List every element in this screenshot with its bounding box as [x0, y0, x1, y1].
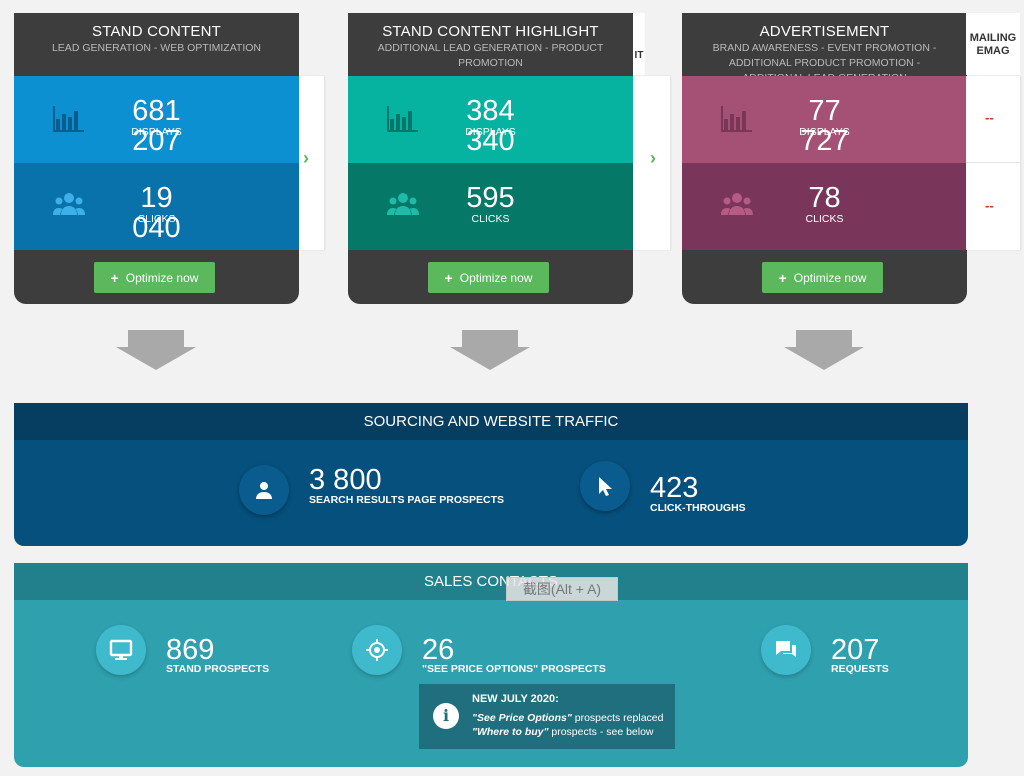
mailing-subtitle: EMAG: [976, 45, 1010, 57]
card-stand-content: STAND CONTENT LEAD GENERATION - WEB OPTI…: [14, 13, 299, 304]
stat-value: 207: [831, 634, 880, 666]
displays-label: DISPLAYS: [465, 126, 516, 138]
displays-value: 384 340: [466, 95, 515, 157]
card-footer: + Optimize now: [348, 250, 633, 304]
arrow-down-icon: [450, 330, 530, 370]
users-icon: [387, 193, 419, 215]
optimize-now-button[interactable]: + Optimize now: [428, 262, 549, 293]
bar-chart-icon: [53, 106, 84, 132]
clicks-label: CLICKS: [471, 213, 510, 225]
arrow-down-icon: [784, 330, 864, 370]
displays-metric: 681 207 DISPLAYS: [14, 76, 299, 163]
card-footer: + Optimize now: [682, 250, 967, 304]
displays-metric: 384 340 DISPLAYS: [348, 76, 633, 163]
stat-value: 423: [650, 472, 699, 504]
card-title: STAND CONTENT: [92, 23, 221, 40]
card-header: ADVERTISEMENT BRAND AWARENESS - EVENT PR…: [682, 13, 967, 84]
clicks-metric: 19 040 CLICKS: [14, 163, 299, 250]
mailing-title: MAILING: [969, 32, 1017, 44]
clicks-value: 595: [466, 182, 515, 214]
arrow-down-icon: [116, 330, 196, 370]
clicks-label: CLICKS: [805, 213, 844, 225]
monitor-icon: [96, 625, 146, 675]
sales-section: SALES CONTACTS 869 STAND PROSPECTS 26 "S…: [14, 563, 968, 767]
card-advertisement: ADVERTISEMENT BRAND AWARENESS - EVENT PR…: [682, 13, 967, 304]
displays-value: 77 727: [800, 95, 849, 157]
optimize-now-button[interactable]: + Optimize now: [762, 262, 883, 293]
person-icon: [239, 465, 289, 515]
plus-icon: +: [444, 269, 453, 286]
users-icon: [53, 193, 85, 215]
section-title: SALES CONTACTS: [14, 563, 968, 600]
mailing-divider: [966, 162, 1020, 163]
stat-label: "SEE PRICE OPTIONS" PROSPECTS: [422, 663, 606, 675]
bar-chart-icon: [387, 106, 418, 132]
notice-text: prospects - see below: [548, 726, 654, 738]
optimize-now-button[interactable]: + Optimize now: [94, 262, 215, 293]
notice-emphasis: "See Price Options": [472, 712, 572, 724]
card-subtitle: ADDITIONAL LEAD GENERATION - PRODUCT PRO…: [377, 42, 604, 69]
notice-title: NEW JULY 2020:: [472, 693, 559, 705]
card-header: STAND CONTENT LEAD GENERATION - WEB OPTI…: [14, 13, 299, 76]
optimize-now-label: Optimize now: [125, 270, 199, 285]
displays-metric: 77 727 DISPLAYS: [682, 76, 967, 163]
stat-label: REQUESTS: [831, 663, 889, 675]
mailing-clicks-value: --: [985, 198, 994, 213]
stat-label: STAND PROSPECTS: [166, 663, 270, 675]
optimize-now-label: Optimize now: [459, 270, 533, 285]
cursor-icon: [580, 461, 630, 511]
optimize-now-label: Optimize now: [793, 270, 867, 285]
mailing-displays-value: --: [985, 110, 994, 125]
stat-label: SEARCH RESULTS PAGE PROSPECTS: [309, 494, 505, 506]
displays-value: 681 207: [132, 95, 181, 157]
stat-value: 26: [422, 634, 455, 666]
card-header: STAND CONTENT HIGHLIGHT ADDITIONAL LEAD …: [348, 13, 633, 76]
screenshot-tooltip: 截图(Alt + A): [506, 577, 618, 601]
notice-line-1: "See Price Options" prospects replaced: [472, 712, 663, 724]
clicks-label: CLICKS: [137, 213, 176, 225]
notice-emphasis: "Where to buy": [472, 726, 549, 738]
plus-icon: +: [778, 269, 787, 286]
chevron-right-icon[interactable]: ›: [650, 148, 656, 168]
card-subtitle: LEAD GENERATION - WEB OPTIMIZATION: [51, 42, 262, 54]
chat-icon: [761, 625, 811, 675]
stat-value: 3 800: [309, 464, 382, 496]
info-notice: i NEW JULY 2020: "See Price Options" pro…: [419, 684, 675, 749]
clicks-value: 78: [808, 182, 841, 214]
card-title: STAND CONTENT HIGHLIGHT: [382, 23, 599, 40]
target-icon: [352, 625, 402, 675]
stat-value: 869: [166, 634, 215, 666]
next-column-panel: [299, 76, 324, 250]
mailing-column-panel: [966, 76, 1020, 250]
section-title: SOURCING AND WEBSITE TRAFFIC: [14, 403, 968, 440]
plus-icon: +: [110, 269, 119, 286]
card-title: ADVERTISEMENT: [759, 23, 890, 40]
notice-line-2: "Where to buy" prospects - see below: [472, 726, 654, 738]
card-stand-content-highlight: STAND CONTENT HIGHLIGHT ADDITIONAL LEAD …: [348, 13, 633, 304]
displays-label: DISPLAYS: [131, 126, 182, 138]
clicks-metric: 595 CLICKS: [348, 163, 633, 250]
card-footer: + Optimize now: [14, 250, 299, 304]
stat-label: CLICK-THROUGHS: [650, 502, 746, 514]
displays-label: DISPLAYS: [799, 126, 850, 138]
notice-text: prospects replaced: [571, 712, 664, 724]
next-column-panel: [633, 76, 670, 250]
users-icon: [721, 193, 753, 215]
info-icon: i: [433, 703, 459, 729]
clicks-value: 19 040: [132, 182, 181, 244]
hidden-column-header: IT: [633, 13, 645, 75]
sourcing-section: SOURCING AND WEBSITE TRAFFIC 3 800 SEARC…: [14, 403, 968, 546]
mailing-column-header: MAILING EMAG: [966, 13, 1020, 75]
clicks-metric: 78 CLICKS: [682, 163, 967, 250]
chevron-right-icon[interactable]: ›: [303, 148, 309, 168]
bar-chart-icon: [721, 106, 752, 132]
